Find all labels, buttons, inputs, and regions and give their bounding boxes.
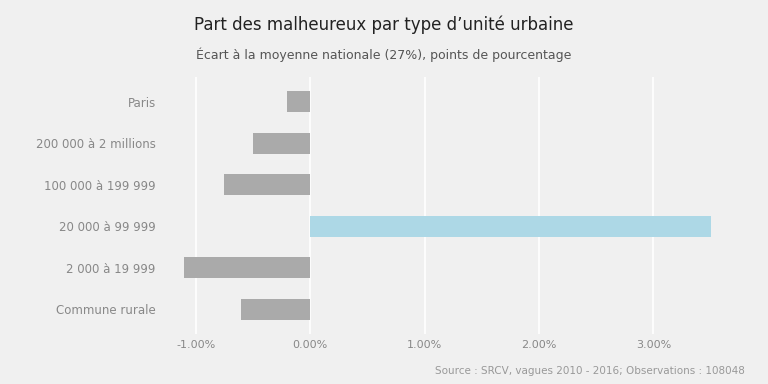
Text: Écart à la moyenne nationale (27%), points de pourcentage: Écart à la moyenne nationale (27%), poin… bbox=[197, 48, 571, 63]
Bar bbox=[224, 174, 310, 195]
Text: Source : SRCV, vagues 2010 - 2016; Observations : 108048: Source : SRCV, vagues 2010 - 2016; Obser… bbox=[435, 366, 745, 376]
Text: Part des malheureux par type d’unité urbaine: Part des malheureux par type d’unité urb… bbox=[194, 15, 574, 34]
Bar bbox=[253, 133, 310, 154]
Bar bbox=[310, 216, 710, 237]
Bar bbox=[241, 299, 310, 319]
Bar bbox=[184, 257, 310, 278]
Bar bbox=[287, 91, 310, 112]
